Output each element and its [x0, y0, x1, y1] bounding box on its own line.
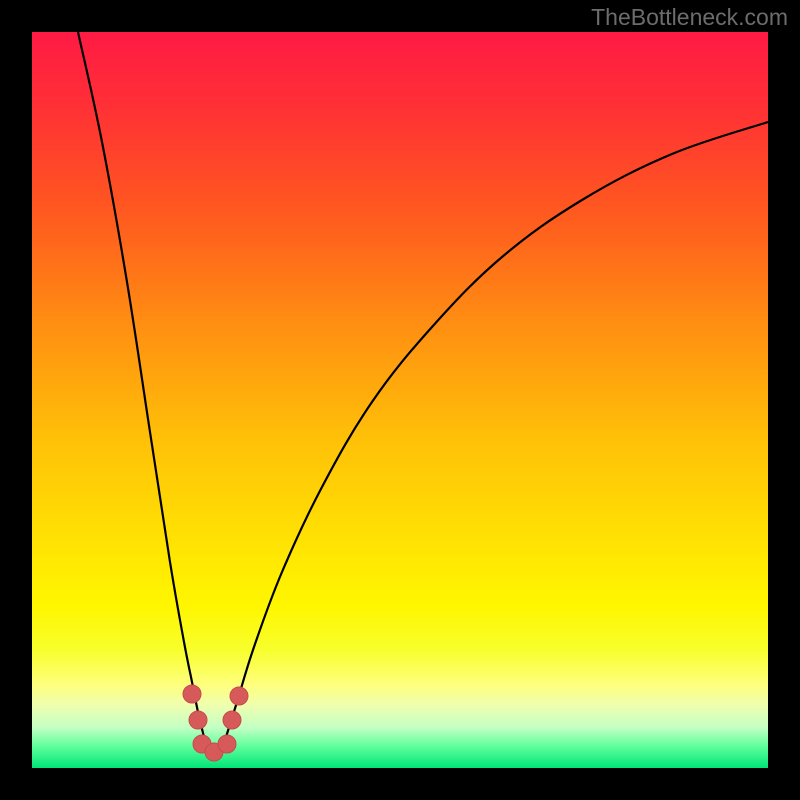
marker-point [218, 735, 236, 753]
watermark-text: TheBottleneck.com [591, 4, 788, 31]
marker-point [189, 711, 207, 729]
curve-left-branch [78, 32, 204, 737]
curve-right-branch [226, 122, 768, 737]
chart-outer: TheBottleneck.com [0, 0, 800, 800]
marker-point [183, 685, 201, 703]
plot-area [32, 32, 768, 768]
marker-point [223, 711, 241, 729]
marker-point [230, 687, 248, 705]
curve-layer [32, 32, 768, 768]
